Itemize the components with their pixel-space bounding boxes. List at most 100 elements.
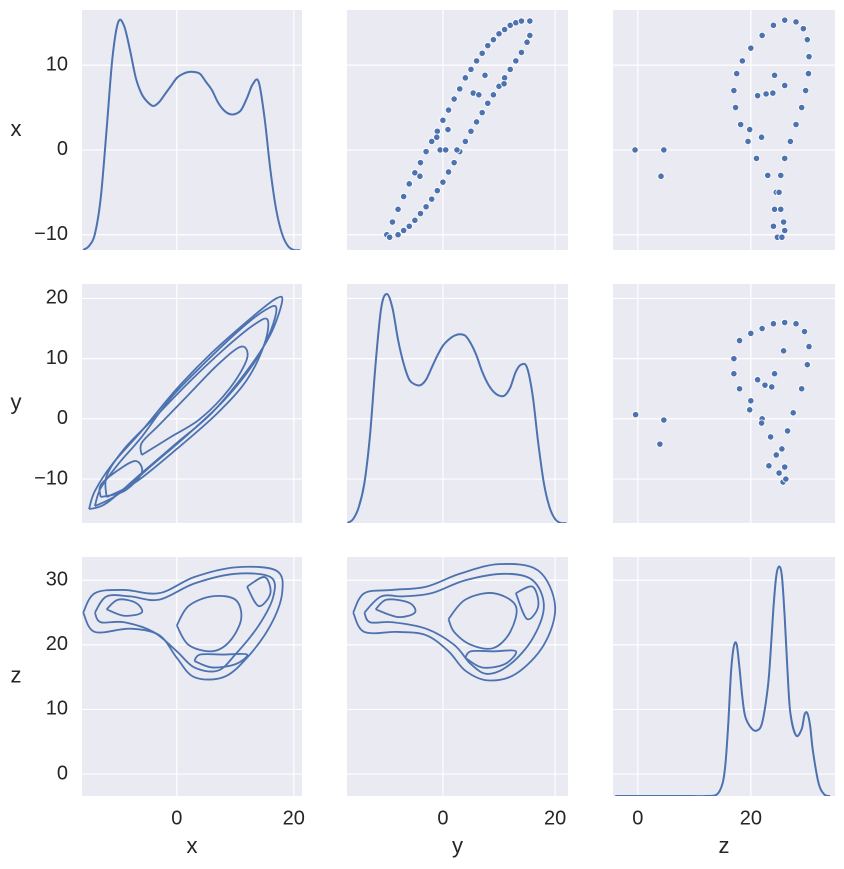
y-tick-label: 20 [46,633,68,655]
scatter-point [777,171,785,179]
scatter-point [478,109,486,117]
scatter-point [422,203,430,211]
scatter-point [754,92,762,100]
scatter-point [731,103,740,112]
x-tick-label: 0 [632,807,643,829]
contour-line [94,305,278,507]
scatter-point [783,427,792,435]
scatter-point [730,355,738,363]
scatter-point [433,127,441,135]
scatter-point [775,188,783,196]
scatter-point [512,57,520,65]
scatter-point [799,25,807,33]
scatter-point [805,343,813,351]
y-axis-label: x [11,116,22,141]
scatter-point [781,16,789,24]
scatter-point [631,411,640,419]
density-line [615,565,831,796]
scatter-point [481,71,489,79]
scatter-point [770,205,779,213]
scatter-point [754,376,762,384]
scatter-point [416,209,425,218]
scatter-point [405,222,413,230]
contour-line [105,598,144,617]
scatter-point [472,57,481,65]
contour-line [246,576,272,607]
scatter-point [769,320,778,328]
scatter-point [523,38,531,46]
scatter-point [394,205,402,213]
scatter-point [428,195,436,203]
scatter-point [761,381,769,389]
scatter-point [767,433,775,441]
scatter-point [450,95,458,103]
contour-line [175,595,243,653]
panel-background [613,10,835,250]
scatter-point [800,327,809,336]
scatter-point [501,74,509,82]
panel [613,557,835,796]
scatter-point [764,171,772,179]
contour-line [374,598,417,619]
scatter-point [444,168,453,176]
y-tick-label: −10 [34,467,68,489]
x-axis-label: x [187,833,198,858]
scatter-point [775,469,783,477]
scatter-point [631,146,639,154]
x-tick-label: 20 [740,807,762,829]
panel [347,557,568,796]
scatter-point [489,91,497,99]
scatter-point [500,80,508,88]
scatter-point [660,146,668,154]
scatter-point [747,397,755,405]
y-tick-label: 0 [57,407,68,429]
scatter-point [526,31,534,40]
y-axis-label: y [11,389,22,414]
scatter-point [772,451,780,459]
scatter-point [657,172,665,180]
contour-line [139,345,249,456]
panel [613,10,835,250]
scatter-point [789,409,797,417]
scatter-point [444,106,453,114]
scatter-point [769,89,777,97]
scatter-point [411,216,419,224]
scatter-point [757,133,766,141]
scatter-point [461,74,469,82]
density-line [347,292,567,523]
panel-background [82,284,302,523]
panel-background [347,557,568,796]
scatter-point [386,233,394,241]
scatter-point [747,44,755,52]
scatter-point [738,57,746,65]
scatter-point [422,148,430,156]
scatter-point [778,233,786,241]
scatter-point [782,475,790,483]
panel [82,557,302,796]
contour-line [193,652,249,669]
contour-line [447,592,518,650]
scatter-point [526,17,534,25]
scatter-point [433,187,441,195]
panel [613,284,835,523]
scatter-point [730,370,738,378]
scatter-point [735,385,744,393]
contour-line [104,317,270,498]
scatter-point [517,17,526,25]
scatter-point [781,463,789,471]
scatter-point [781,318,789,327]
panel-background [347,10,568,250]
scatter-point [388,218,397,226]
scatter-point [442,146,450,154]
y-tick-label: 10 [46,698,68,720]
x-axis-label: z [719,833,730,858]
panel-background [613,284,835,523]
panel [347,10,568,250]
x-tick-label: 20 [283,807,305,829]
scatter-point [400,192,408,201]
scatter-point [746,125,754,134]
contour-line [363,572,545,675]
scatter-point [792,320,800,328]
